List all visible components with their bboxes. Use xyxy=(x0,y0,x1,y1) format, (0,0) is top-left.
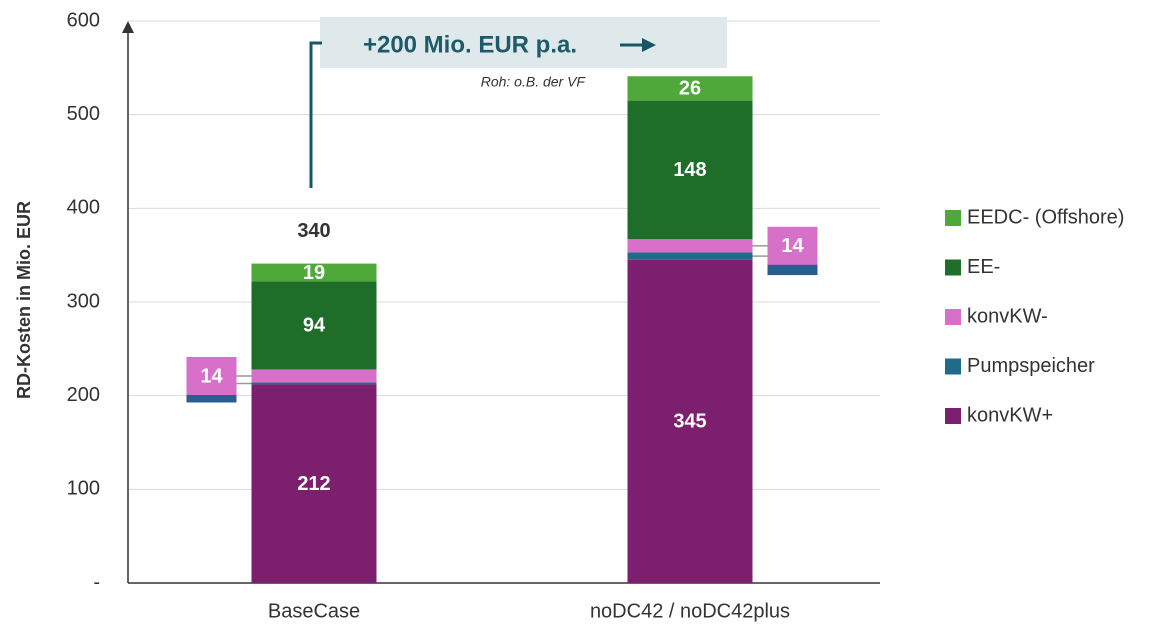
bar-segment xyxy=(627,239,753,253)
y-axis-label: RD-Kosten in Mio. EUR xyxy=(14,201,34,399)
y-tick-label: 600 xyxy=(67,9,100,31)
data-label: 148 xyxy=(673,159,706,181)
data-label: 26 xyxy=(679,78,701,100)
label-box xyxy=(186,356,237,395)
data-label: 14 xyxy=(200,365,223,387)
plot: -100200300400500600BaseCase2122149419340… xyxy=(67,9,880,622)
bar-segment xyxy=(251,384,377,583)
arrow-head xyxy=(642,38,656,52)
legend-label: konvKW+ xyxy=(967,404,1053,426)
x-tick-label: noDC42 / noDC42plus xyxy=(590,600,790,622)
bar-segment xyxy=(251,281,377,370)
bar-segment xyxy=(251,369,377,383)
total-box xyxy=(269,213,359,250)
data-label: 212 xyxy=(297,473,330,495)
data-label: 14 xyxy=(781,235,804,257)
legend-label: Pumpspeicher xyxy=(967,355,1095,377)
label-box xyxy=(767,226,818,265)
legend-swatch xyxy=(945,259,961,276)
x-tick-label: BaseCase xyxy=(268,600,360,622)
legend-label: EE- xyxy=(967,256,1000,278)
legend-swatch xyxy=(945,408,961,424)
total-label: 340 xyxy=(297,220,330,242)
y-tick-label: 100 xyxy=(67,478,100,500)
legend-label: EEDC- (Offshore) xyxy=(967,206,1124,228)
annotation-note-box xyxy=(425,70,590,97)
legend-swatch xyxy=(945,309,961,325)
y-tick-label: 300 xyxy=(67,290,100,312)
bar-segment xyxy=(251,382,377,385)
y-tick-label: 400 xyxy=(67,197,100,219)
legend-swatch xyxy=(945,358,961,375)
legend-label: konvKW- xyxy=(967,305,1048,327)
annotation-note: Roh: o.B. der VF xyxy=(481,74,587,90)
data-label: 19 xyxy=(303,262,325,284)
y-tick-label: 200 xyxy=(67,384,100,406)
bracket xyxy=(309,41,322,188)
bar-segment xyxy=(627,259,753,583)
y-tick-label: 500 xyxy=(67,103,100,125)
annotation-text: +200 Mio. EUR p.a. xyxy=(363,31,577,58)
annotation: +200 Mio. EUR p.a. Roh: o.B. der VF xyxy=(309,17,727,188)
annotation-box xyxy=(320,17,727,68)
bar-segment xyxy=(627,252,753,260)
legend-swatch xyxy=(945,210,961,226)
y-tick-label: - xyxy=(93,571,100,593)
bar-segment xyxy=(251,263,377,282)
y-axis-arrow xyxy=(122,21,134,33)
data-label: 345 xyxy=(673,411,706,433)
bar-segment xyxy=(627,100,753,240)
bar-segment xyxy=(627,76,753,101)
data-label: 94 xyxy=(303,315,326,337)
